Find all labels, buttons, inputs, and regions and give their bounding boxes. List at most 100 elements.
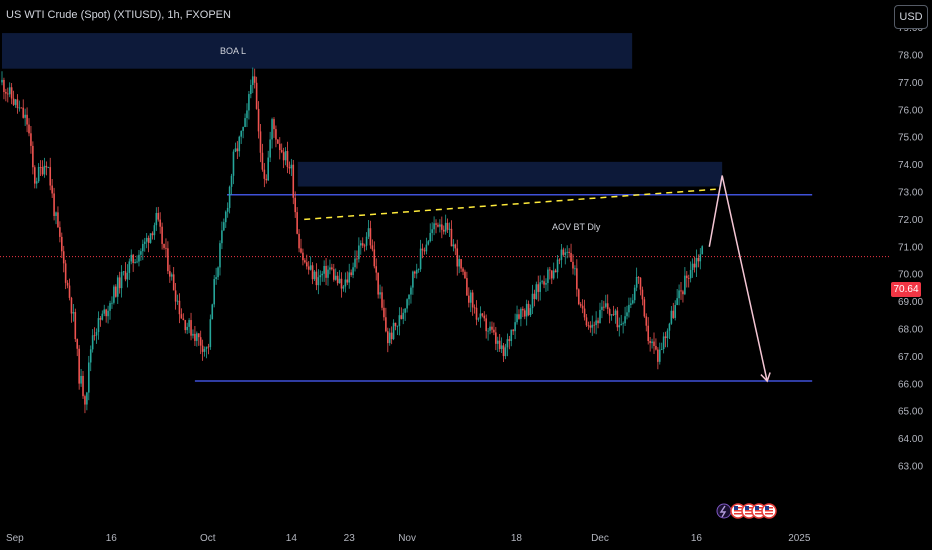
candle-body (267, 157, 270, 181)
candle-body (248, 94, 250, 111)
candle-body (327, 269, 329, 278)
candle-body (33, 167, 36, 184)
candle-body (315, 271, 318, 286)
candle-body (194, 333, 196, 341)
candle-body (250, 84, 252, 95)
x-tick-label: Nov (398, 533, 416, 544)
candle-body (350, 272, 352, 276)
candle-body (325, 265, 327, 278)
candle-body (589, 325, 592, 328)
candle-body (666, 330, 669, 339)
y-tick-label: 68.00 (898, 325, 923, 336)
candle-body (356, 258, 358, 260)
candle-body (278, 143, 281, 151)
candle-body (305, 262, 308, 267)
candle-body (522, 308, 524, 311)
candle-body (24, 114, 26, 118)
candle-body (64, 263, 67, 283)
currency-button[interactable]: USD (894, 5, 928, 29)
candle-body (577, 289, 580, 305)
flag-stripe (745, 510, 753, 512)
candle-body (581, 305, 584, 309)
candle-body (259, 131, 262, 153)
candle-body (298, 233, 300, 249)
candle-body (20, 107, 23, 109)
candle-body (641, 289, 644, 300)
candle-body (321, 273, 324, 276)
candle-body (674, 305, 677, 318)
candle-body (483, 315, 486, 319)
candle-body (448, 228, 451, 230)
flag-stripe (745, 513, 753, 515)
candle-body (464, 271, 466, 279)
candle-body (277, 139, 279, 144)
candle-body (159, 219, 161, 227)
flag-canton (755, 506, 759, 510)
candle-body (176, 300, 179, 302)
candle-body (533, 293, 536, 300)
candle-body (257, 108, 260, 132)
candle-body (142, 243, 144, 252)
candle-body (192, 333, 194, 336)
candle-body (412, 271, 414, 288)
candle-body (400, 315, 403, 319)
candle-body (664, 336, 667, 339)
candle-body (560, 249, 563, 260)
candle-body (5, 91, 7, 94)
candle-body (518, 314, 520, 319)
candle-body (275, 129, 277, 140)
candle-body (396, 325, 399, 327)
candle-body (223, 222, 225, 231)
candle-body (687, 278, 690, 279)
candle-body (442, 229, 445, 232)
y-tick-label: 71.00 (898, 242, 923, 253)
candle-body (585, 317, 588, 326)
candle-body (421, 248, 424, 251)
lightning-bolt (719, 505, 727, 518)
candle-body (228, 186, 231, 208)
candle-body (211, 304, 214, 320)
candle-body (170, 274, 173, 277)
candle-body (115, 286, 117, 297)
candle-body (6, 93, 9, 95)
candle-body (153, 225, 156, 236)
candle-body (35, 181, 38, 184)
candle-body (221, 230, 223, 244)
candle-body (689, 270, 692, 279)
candle-body (89, 349, 92, 363)
candle-body (643, 299, 646, 317)
candle-body (128, 261, 131, 273)
candle-body (111, 302, 113, 304)
candle-body (101, 313, 104, 320)
candle-body (529, 308, 532, 316)
x-tick-label: 23 (344, 533, 356, 544)
candle-body (493, 329, 495, 333)
candle-body (37, 167, 40, 182)
candle-body (595, 320, 597, 326)
candle-body (450, 228, 453, 247)
candle-body (196, 333, 198, 341)
candle-body (244, 118, 246, 127)
candle-body (236, 148, 239, 152)
candle-body (612, 314, 615, 316)
x-tick-label: Oct (200, 533, 216, 544)
candle-body (217, 267, 219, 278)
candle-body (699, 254, 702, 262)
flag-stripe (765, 510, 773, 512)
candle-body (348, 272, 351, 283)
candle-body (317, 277, 320, 286)
flag-canton (745, 506, 749, 510)
candle-body (658, 349, 661, 362)
candle-body (385, 317, 387, 332)
candle-body (660, 348, 663, 350)
candle-body (338, 278, 341, 284)
y-tick-label: 72.00 (898, 215, 923, 226)
candle-body (149, 233, 152, 243)
candle-body (55, 212, 57, 216)
candle-body (454, 244, 457, 249)
candle-body (441, 224, 443, 230)
candle-body (446, 222, 449, 230)
y-tick-label: 77.00 (898, 78, 923, 89)
candle-body (691, 263, 694, 271)
